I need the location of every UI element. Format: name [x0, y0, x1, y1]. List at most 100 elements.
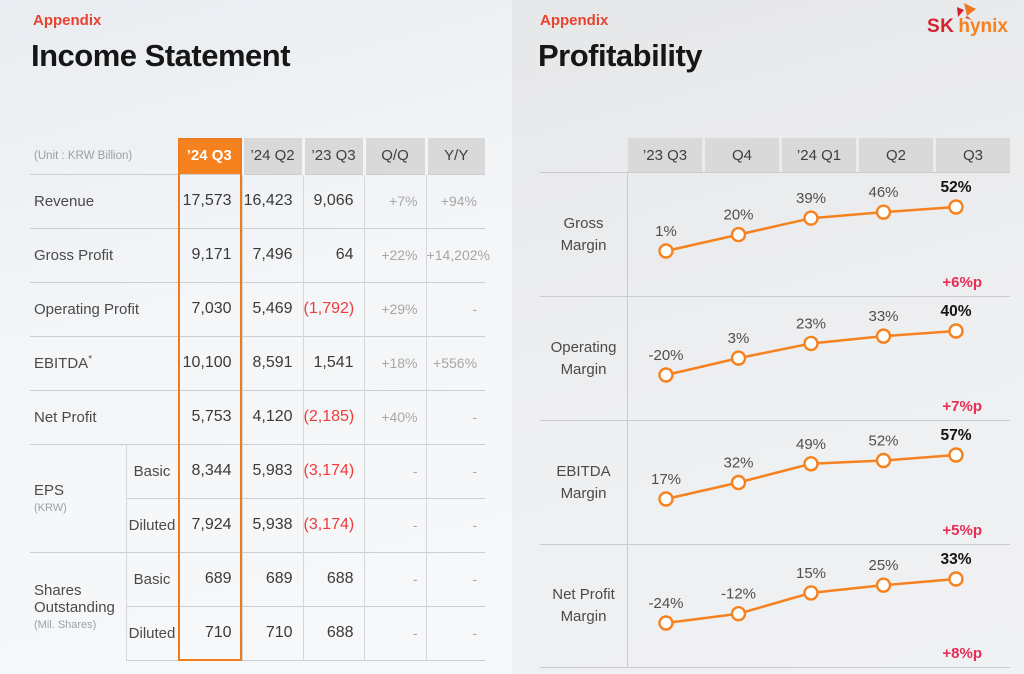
table-cell: +94%: [425, 173, 486, 228]
table-cell: -: [425, 389, 486, 444]
table-cell: -: [425, 443, 486, 498]
table-cell: (3,174): [302, 443, 365, 498]
chart-row-label: EBITDA Margin: [540, 421, 628, 544]
table-cell: 5,469: [241, 281, 304, 336]
sk-hynix-logo: SK hynix: [926, 3, 1008, 38]
yoy-delta-label: +6%p: [942, 274, 982, 291]
line-chart-svg: 17% 32% 49% 52% 57%: [651, 427, 972, 507]
column-header: ’24 Q2: [240, 138, 304, 174]
table-cell: +14,202%: [425, 227, 490, 282]
table-cell: -: [425, 497, 486, 552]
row-sub-label: Diluted: [125, 605, 179, 661]
row-sub-label: Basic: [125, 443, 179, 498]
svg-text:3%: 3%: [728, 330, 750, 347]
chart-column-header: Q2: [859, 138, 933, 172]
svg-text:57%: 57%: [940, 427, 971, 444]
table-cell: 9,171: [177, 227, 243, 282]
table-cell: 7,924: [177, 497, 243, 552]
unit-label: (Unit : KRW Billion): [34, 149, 133, 162]
sk-butterfly-icon: [957, 3, 976, 20]
table-cell: +40%: [363, 389, 427, 444]
svg-text:-24%: -24%: [648, 595, 683, 612]
row-label: Gross Profit: [30, 227, 179, 282]
svg-text:15%: 15%: [796, 565, 826, 582]
table-cell: 10,100: [177, 335, 243, 390]
line-chart-svg: 1% 20% 39% 46% 52%: [655, 179, 972, 259]
table-cell: 8,344: [177, 443, 243, 498]
table-cell: 8,591: [241, 335, 304, 390]
yoy-delta-label: +5%p: [942, 522, 982, 539]
table-cell: (1,792): [302, 281, 365, 336]
table-cell: -: [363, 497, 427, 552]
table-cell: 7,030: [177, 281, 243, 336]
chart-row: Operating Margin -20% 3% 23% 33% 40% +7%p: [540, 296, 1010, 420]
page-title-right: Profitability: [538, 38, 703, 73]
line-chart-svg: -20% 3% 23% 33% 40%: [648, 303, 972, 383]
table-cell: -: [425, 605, 486, 661]
table-cell: 5,938: [241, 497, 304, 552]
row-label: Revenue: [30, 173, 179, 228]
chart-area: 1% 20% 39% 46% 52% +6%p: [628, 173, 1010, 296]
svg-text:23%: 23%: [796, 315, 826, 332]
table-cell: 5,753: [177, 389, 243, 444]
svg-text:52%: 52%: [868, 433, 898, 450]
table-cell: 1,541: [302, 335, 365, 390]
svg-text:20%: 20%: [723, 207, 753, 224]
logo-hynix-text: hynix: [958, 16, 1008, 37]
yoy-delta-label: +8%p: [942, 645, 982, 662]
chart-row-label: Gross Margin: [540, 173, 628, 296]
table-cell: -: [363, 551, 427, 606]
table-cell: 688: [302, 551, 365, 606]
profitability-chart-block: ’23 Q3 Q4’24 Q1 Q2 Q3 Gross Margin 1% 20% 39% 46…: [540, 138, 1010, 668]
row-label: Net Profit: [30, 389, 179, 444]
svg-text:40%: 40%: [940, 303, 971, 320]
chart-area: 17% 32% 49% 52% 57% +5%p: [628, 421, 1010, 544]
income-statement-slide: Appendix Income Statement (Unit : KRW Bi…: [0, 0, 512, 674]
table-row: Diluted 7,924 5,938 (3,174) - -: [30, 497, 486, 552]
table-cell: 17,573: [177, 173, 243, 228]
chart-column-header: ’24 Q1: [782, 138, 856, 172]
table-cell: +556%: [425, 335, 486, 390]
page-title-left: Income Statement: [31, 38, 291, 73]
svg-text:49%: 49%: [796, 436, 826, 453]
chart-row: EBITDA Margin 17% 32% 49% 52% 57% +5%p: [540, 420, 1010, 544]
chart-row: Gross Margin 1% 20% 39% 46% 52% +6%p: [540, 172, 1010, 296]
row-sub-label: Basic: [125, 551, 179, 606]
row-label: Operating Profit: [30, 281, 179, 336]
yoy-delta-label: +7%p: [942, 398, 982, 415]
table-cell: (3,174): [302, 497, 365, 552]
table-row: Diluted 710 710 688- -: [30, 605, 486, 661]
profitability-slide: Appendix Profitability SK hynix ’23 Q3 Q4’…: [512, 0, 1024, 674]
table-row: EBITDA* 10,100 8,591 1,541 +18% +556%: [30, 335, 486, 390]
table-cell: (2,185): [302, 389, 365, 444]
table-row: Shares Outstanding (Mil. Shares) Basic 689 6…: [30, 551, 486, 660]
line-chart-svg: -24% -12% 15% 25% 33%: [648, 551, 972, 631]
table-cell: 7,496: [241, 227, 304, 282]
svg-text:25%: 25%: [868, 557, 898, 574]
row-group-label: Shares Outstanding (Mil. Shares): [30, 551, 126, 660]
table-cell: +18%: [363, 335, 427, 390]
svg-text:33%: 33%: [940, 551, 971, 568]
column-header: Y/Y: [424, 138, 486, 174]
chart-header-row: ’23 Q3 Q4’24 Q1 Q2 Q3: [540, 138, 1010, 172]
logo-sk-text: SK: [926, 16, 955, 37]
table-cell: 710: [177, 605, 243, 661]
table-cell: 689: [177, 551, 243, 606]
column-header: Q/Q: [362, 138, 427, 174]
appendix-label-right: Appendix: [540, 12, 609, 29]
appendix-label-left: Appendix: [33, 12, 102, 29]
table-cell: 4,120: [241, 389, 304, 444]
table-cell: 16,423: [241, 173, 304, 228]
table-cell: -: [425, 551, 486, 606]
svg-text:33%: 33%: [868, 308, 898, 325]
svg-text:17%: 17%: [651, 471, 681, 488]
table-cell: 689: [241, 551, 304, 606]
income-table-wrap: (Unit : KRW Billion) ’24 Q3’24 Q2’23 Q3 Q/…: [30, 138, 490, 661]
table-row: Gross Profit 9,171 7,496 64 +22% +14,202%: [30, 227, 490, 282]
row-group-label: EPS (KRW): [30, 443, 126, 552]
svg-text:52%: 52%: [940, 179, 971, 196]
table-cell: -: [363, 443, 427, 498]
table-cell: 9,066: [302, 173, 365, 228]
chart-column-header: ’23 Q3: [628, 138, 702, 172]
